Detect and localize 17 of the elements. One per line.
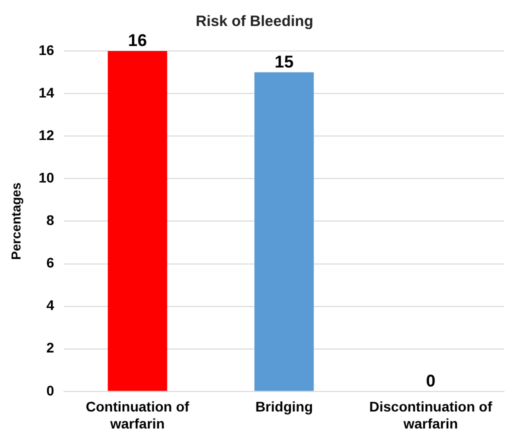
y-tick-label: 14 [38, 84, 54, 100]
x-tick-label: Discontinuation of warfarin [369, 398, 492, 432]
y-tick-label: 2 [46, 340, 54, 356]
chart-title: Risk of Bleeding [196, 13, 314, 30]
x-tick-label: Bridging [255, 398, 313, 415]
data-label: 16 [128, 31, 147, 50]
y-axis-title: Percentages [8, 182, 24, 260]
y-tick-label: 10 [38, 170, 54, 186]
y-tick-label: 12 [38, 126, 54, 143]
x-tick-label: Continuation of warfarin [86, 398, 190, 432]
y-tick-label: 4 [46, 297, 54, 314]
y-tick-label: 16 [38, 42, 54, 58]
data-label: 15 [274, 52, 294, 72]
data-label: 0 [426, 372, 436, 391]
y-tick-label: 6 [46, 254, 54, 271]
y-tick-label: 0 [46, 382, 54, 398]
y-tick-label: 8 [46, 212, 54, 228]
